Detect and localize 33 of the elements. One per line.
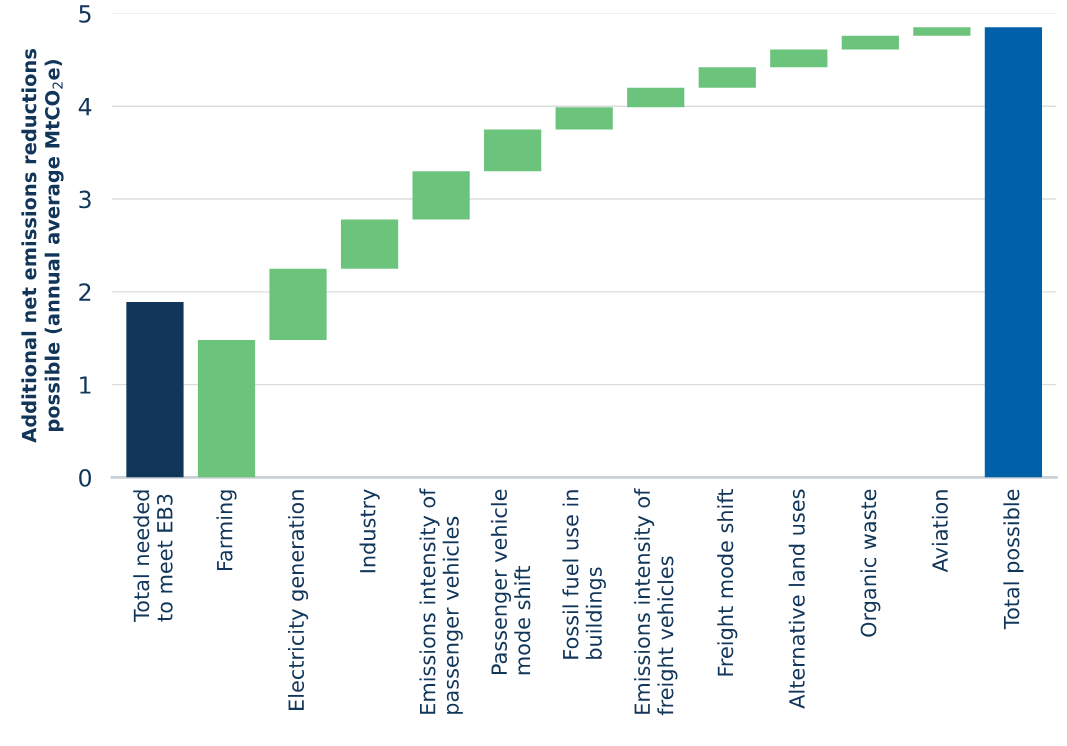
y-tick-label: 0: [79, 468, 92, 487]
bar: [197, 340, 256, 478]
x-tick-label: Fossil fuel use in buildings: [562, 490, 606, 659]
x-tick-label: Emissions intensity of passenger vehicles: [419, 488, 463, 714]
x-tick-label: Alternative land uses: [788, 489, 805, 709]
bar: [841, 35, 899, 50]
bar: [984, 27, 1043, 478]
bar: [627, 87, 685, 108]
x-tick-label: Aviation: [931, 490, 948, 573]
y-axis-title: Additional net emissions reductions possible (annual average MtCO$_{2}$e): [21, 49, 64, 443]
bar: [126, 302, 184, 478]
y-tick-label: 1: [80, 376, 91, 394]
bar: [698, 67, 756, 88]
bar: [913, 27, 971, 36]
y-tick-label: 3: [79, 190, 91, 209]
x-tick-label: Electricity generation: [287, 490, 309, 710]
x-tick-label: Farming: [216, 490, 237, 571]
x-tick-label: Total possible: [1003, 489, 1024, 630]
bar: [269, 268, 327, 341]
x-tick-label: Freight mode shift: [717, 489, 738, 676]
x-tick-label: Total needed to meet EB3: [133, 490, 173, 622]
y-tick-label: 2: [79, 283, 91, 301]
bar: [484, 129, 542, 172]
x-tick-label: Emissions intensity of freight vehicles: [633, 488, 678, 716]
x-tick-label: Organic waste: [860, 489, 881, 637]
x-tick-label: Industry: [359, 489, 380, 573]
x-tick-label: Passenger vehicle mode shift: [490, 489, 531, 675]
y-tick-label: 4: [78, 97, 92, 116]
y-tick-label: 5: [79, 5, 91, 23]
bar: [340, 219, 399, 269]
bar: [555, 107, 613, 130]
bar: [770, 49, 828, 68]
bar: [412, 171, 470, 220]
